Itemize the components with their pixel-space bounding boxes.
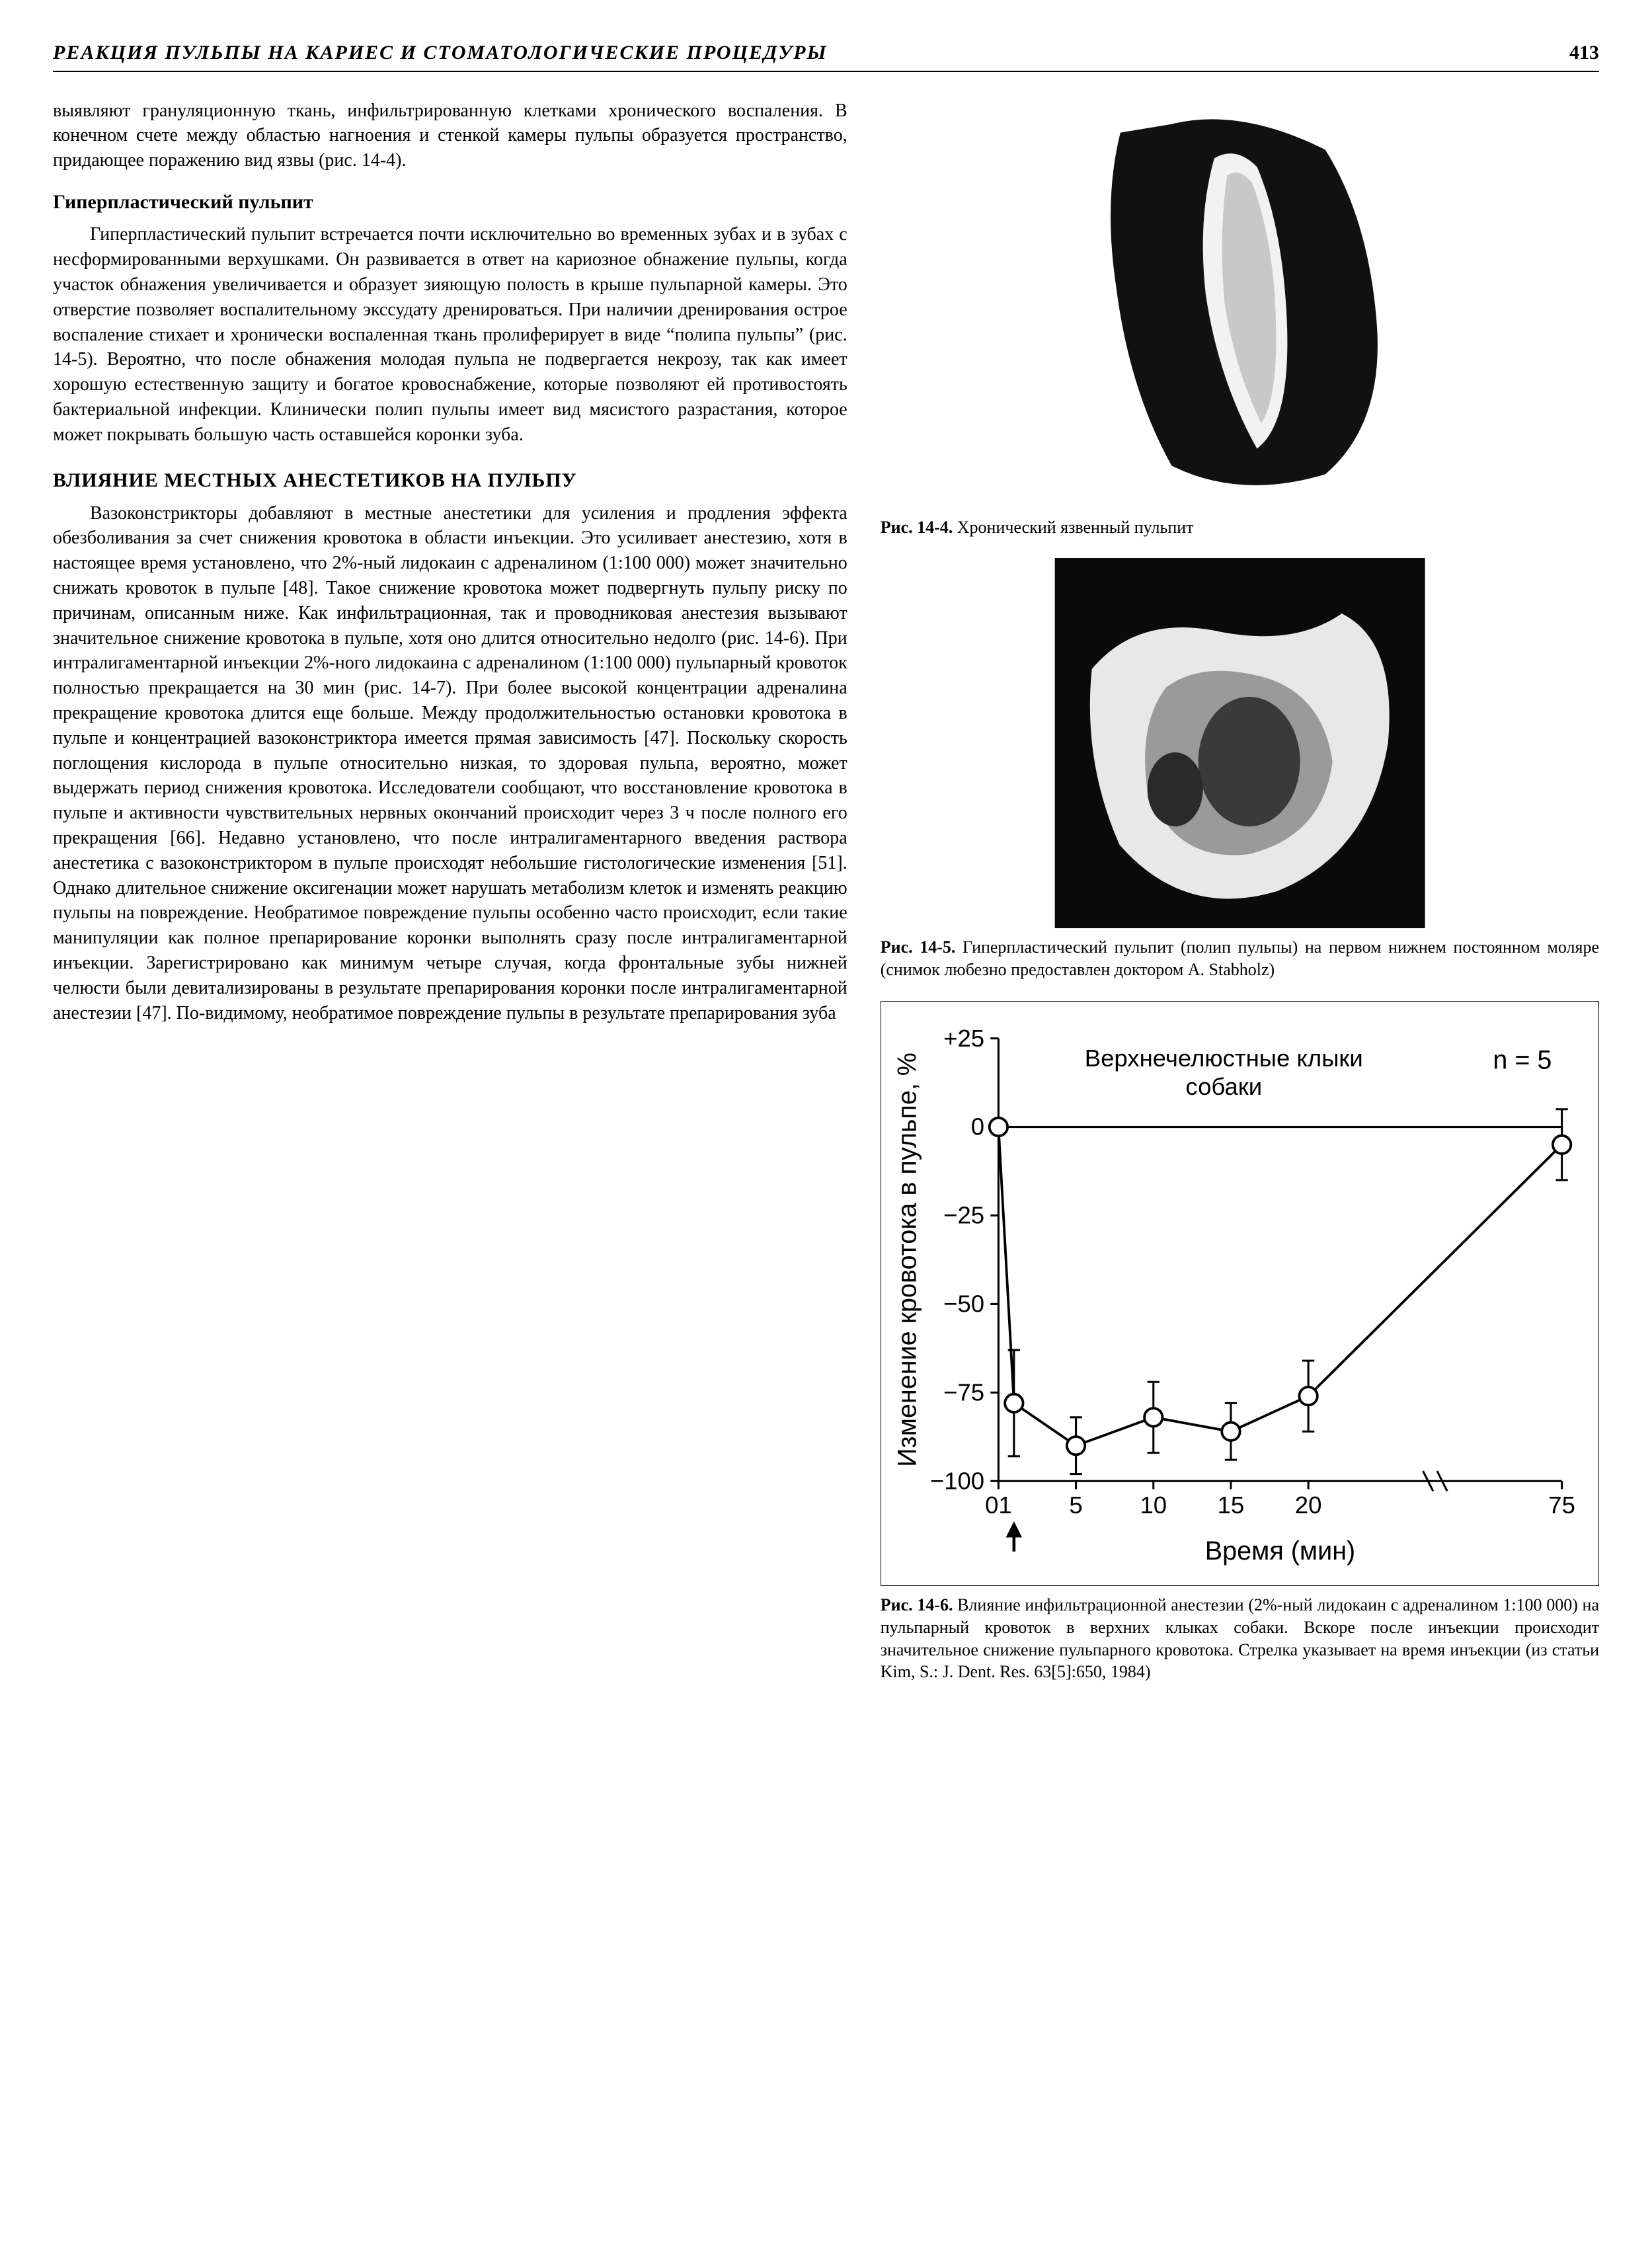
figure-column: Рис. 14-4. Хронический язвенный пульпит … (881, 99, 1599, 1684)
svg-text:−75: −75 (943, 1378, 984, 1406)
text-column: выявляют грануляционную ткань, инфильтри… (53, 99, 847, 1684)
page-header: РЕАКЦИЯ ПУЛЬПЫ НА КАРИЕС И СТОМАТОЛОГИЧЕ… (53, 40, 1599, 72)
line-chart: +25 0 −25 −50 −75 −10001 5 10 15 20 75 Изменение кр… (888, 1008, 1592, 1571)
figure-label: Рис. 14-5. (881, 937, 956, 957)
svg-text:собаки: собаки (1185, 1073, 1262, 1100)
figure-label: Рис. 14-4. (881, 518, 953, 537)
svg-text:−50: −50 (943, 1290, 984, 1317)
figure-14-6: +25 0 −25 −50 −75 −10001 5 10 15 20 75 Изменение кр… (881, 1001, 1599, 1683)
figure-14-5: Рис. 14-5. Гиперпластический пульпит (по… (881, 558, 1599, 981)
figure-image (881, 558, 1599, 928)
figure-label: Рис. 14-6. (881, 1595, 953, 1614)
svg-text:01: 01 (985, 1491, 1012, 1519)
svg-text:15: 15 (1217, 1491, 1244, 1519)
figure-caption: Рис. 14-5. Гиперпластический пульпит (по… (881, 936, 1599, 981)
chart-container: +25 0 −25 −50 −75 −10001 5 10 15 20 75 Изменение кр… (881, 1001, 1599, 1586)
figure-image (881, 99, 1599, 508)
figure-caption: Рис. 14-6. Влияние инфильтрационной анес… (881, 1594, 1599, 1683)
body-paragraph: Гиперпластический пульпит встречается по… (53, 222, 847, 447)
svg-text:5: 5 (1069, 1491, 1082, 1519)
figure-caption-text: Влияние инфильтрационной анестезии (2%-н… (881, 1595, 1599, 1681)
page-number: 413 (1569, 40, 1599, 67)
two-column-layout: выявляют грануляционную ткань, инфильтри… (53, 99, 1599, 1684)
svg-text:+25: +25 (943, 1025, 984, 1052)
figure-14-4: Рис. 14-4. Хронический язвенный пульпит (881, 99, 1599, 539)
body-paragraph: Вазоконстрикторы добавляют в местные ане… (53, 501, 847, 1026)
section-heading: ВЛИЯНИЕ МЕСТНЫХ АНЕСТЕТИКОВ НА ПУЛЬПУ (53, 467, 847, 493)
figure-caption-text: Хронический язвенный пульпит (953, 518, 1193, 537)
svg-text:20: 20 (1295, 1491, 1322, 1519)
running-head: РЕАКЦИЯ ПУЛЬПЫ НА КАРИЕС И СТОМАТОЛОГИЧЕ… (53, 40, 828, 67)
svg-text:0: 0 (971, 1113, 984, 1140)
figure-caption: Рис. 14-4. Хронический язвенный пульпит (881, 516, 1599, 539)
svg-text:Верхнечелюстные клыки: Верхнечелюстные клыки (1084, 1045, 1362, 1072)
svg-text:Изменение кровотока в пульпе,: Изменение кровотока в пульпе, % (892, 1052, 922, 1467)
subsection-heading: Гиперпластический пульпит (53, 189, 847, 216)
svg-text:−100: −100 (930, 1467, 984, 1494)
figure-caption-text: Гиперпластический пульпит (полип пульпы)… (881, 937, 1599, 979)
svg-text:n = 5: n = 5 (1493, 1045, 1552, 1074)
svg-text:10: 10 (1140, 1491, 1167, 1519)
svg-text:Время (мин): Время (мин) (1205, 1536, 1355, 1566)
body-paragraph: выявляют грануляционную ткань, инфильтри… (53, 99, 847, 173)
svg-text:75: 75 (1548, 1491, 1575, 1519)
svg-text:−25: −25 (943, 1202, 984, 1229)
